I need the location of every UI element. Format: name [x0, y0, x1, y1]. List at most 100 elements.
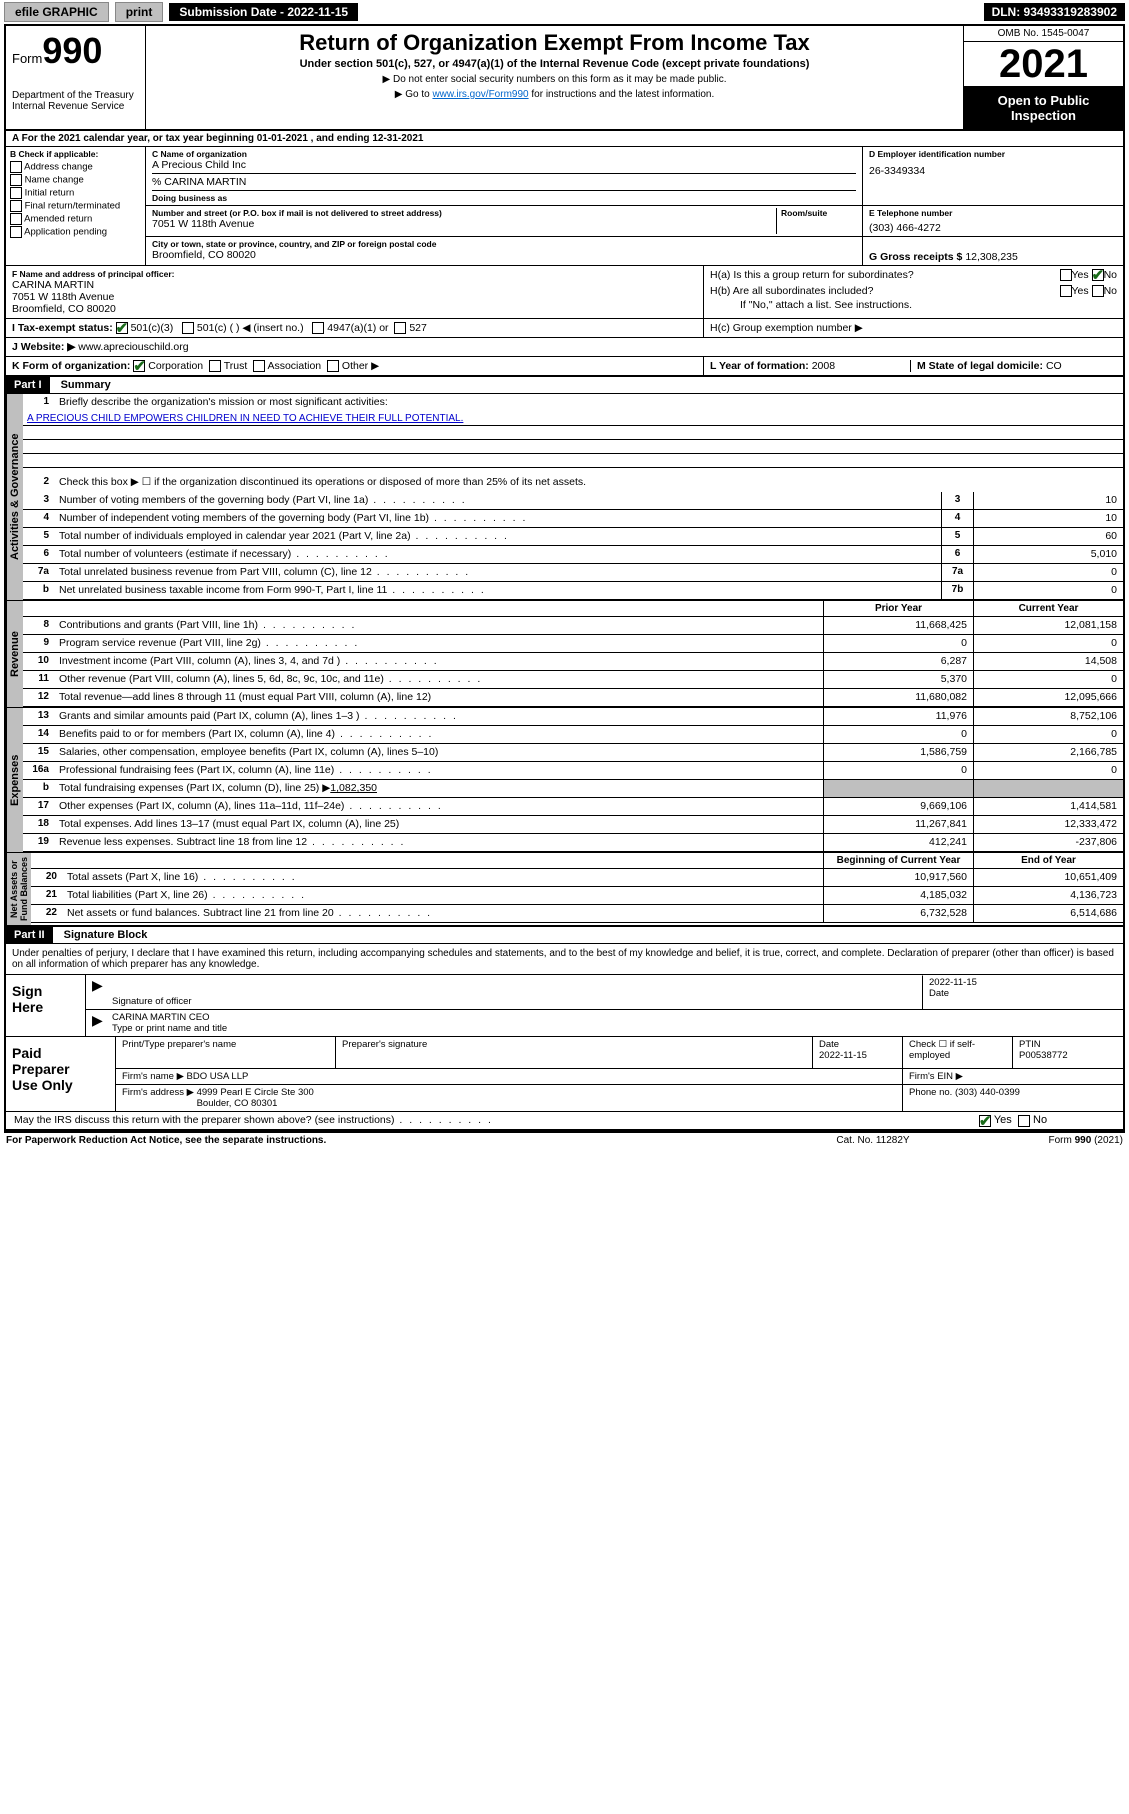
efile-button[interactable]: efile GRAPHIC — [4, 2, 109, 22]
lbl-final-return: Final return/terminated — [25, 201, 121, 212]
ptin-label: PTIN — [1019, 1039, 1041, 1050]
arrow-icon-2: ▶ — [92, 1012, 103, 1028]
c17: 1,414,581 — [973, 798, 1123, 815]
firm-addr: 4999 Pearl E Circle Ste 300 Boulder, CO … — [197, 1087, 314, 1109]
care-of: % CARINA MARTIN — [152, 173, 856, 188]
p8: 11,668,425 — [823, 617, 973, 634]
opt-assoc: Association — [267, 360, 321, 372]
tab-governance: Activities & Governance — [6, 394, 23, 600]
c9: 0 — [973, 635, 1123, 652]
line16b-label: Total fundraising expenses (Part IX, col… — [59, 782, 330, 794]
form-number: 990 — [42, 30, 102, 71]
mission-text: A PRECIOUS CHILD EMPOWERS CHILDREN IN NE… — [23, 412, 1123, 426]
firm-phone: (303) 440-0399 — [955, 1087, 1020, 1098]
row-a-tax-year: A For the 2021 calendar year, or tax yea… — [6, 131, 1123, 147]
paperwork-notice: For Paperwork Reduction Act Notice, see … — [6, 1135, 773, 1146]
line4: Number of independent voting members of … — [55, 510, 941, 527]
line22: Net assets or fund balances. Subtract li… — [63, 905, 823, 922]
lbl-amended: Amended return — [24, 214, 92, 225]
ha-no: No — [1104, 269, 1117, 281]
ha-yes: Yes — [1072, 269, 1089, 281]
line14: Benefits paid to or for members (Part IX… — [55, 726, 823, 743]
hb-no: No — [1104, 285, 1117, 297]
sig-date-label: Date — [929, 988, 949, 999]
chk-527[interactable] — [394, 322, 406, 334]
line21: Total liabilities (Part X, line 26) — [63, 887, 823, 904]
chk-hb-no[interactable] — [1092, 285, 1104, 297]
chk-address-change[interactable] — [10, 161, 22, 173]
line3: Number of voting members of the governin… — [55, 492, 941, 509]
street-value: 7051 W 118th Avenue — [152, 218, 776, 230]
line5: Total number of individuals employed in … — [55, 528, 941, 545]
chk-initial-return[interactable] — [10, 187, 22, 199]
lbl-initial-return: Initial return — [25, 188, 75, 199]
discuss-yes: Yes — [994, 1114, 1012, 1126]
print-button[interactable]: print — [115, 2, 164, 22]
city-label: City or town, state or province, country… — [152, 239, 856, 249]
discuss-no: No — [1033, 1114, 1047, 1126]
line6: Total number of volunteers (estimate if … — [55, 546, 941, 563]
line15: Salaries, other compensation, employee b… — [55, 744, 823, 761]
instructions-link-row: ▶ Go to www.irs.gov/Form990 for instruct… — [156, 89, 953, 100]
city-value: Broomfield, CO 80020 — [152, 249, 856, 261]
val3: 10 — [973, 492, 1123, 509]
c16a: 0 — [973, 762, 1123, 779]
chk-4947[interactable] — [312, 322, 324, 334]
part1-header: Part I — [6, 377, 50, 393]
irs-link[interactable]: www.irs.gov/Form990 — [432, 89, 528, 100]
c20: 10,651,409 — [973, 869, 1123, 886]
line11: Other revenue (Part VIII, column (A), li… — [55, 671, 823, 688]
open-inspection: Open to Public Inspection — [964, 87, 1123, 129]
p11: 5,370 — [823, 671, 973, 688]
opt-527: 527 — [409, 322, 427, 334]
chk-app-pending[interactable] — [10, 226, 22, 238]
hc-label: H(c) Group exemption number ▶ — [703, 319, 1123, 337]
prep-date-value: 2022-11-15 — [819, 1050, 896, 1061]
officer-name-title: CARINA MARTIN CEO — [112, 1012, 1117, 1023]
end-year-hdr: End of Year — [973, 853, 1123, 868]
ein-label: D Employer identification number — [869, 149, 1117, 159]
year-formation: 2008 — [812, 360, 835, 372]
form-990: Form990 Department of the Treasury Inter… — [4, 24, 1125, 1133]
omb-number: OMB No. 1545-0047 — [964, 26, 1123, 42]
officer-label: F Name and address of principal officer: — [12, 269, 697, 279]
chk-trust[interactable] — [209, 360, 221, 372]
chk-other[interactable] — [327, 360, 339, 372]
part1-title: Summary — [53, 377, 119, 393]
chk-discuss-no[interactable] — [1018, 1115, 1030, 1127]
chk-final-return[interactable] — [10, 200, 22, 212]
goto-prefix: ▶ Go to — [395, 89, 433, 100]
chk-assoc[interactable] — [253, 360, 265, 372]
sign-here-label: Sign Here — [6, 975, 86, 1036]
p15: 1,586,759 — [823, 744, 973, 761]
officer-addr1: 7051 W 118th Avenue — [12, 291, 697, 303]
chk-ha-no[interactable] — [1092, 269, 1104, 281]
chk-discuss-yes[interactable] — [979, 1115, 991, 1127]
p17: 9,669,106 — [823, 798, 973, 815]
chk-hb-yes[interactable] — [1060, 285, 1072, 297]
submission-date: Submission Date - 2022-11-15 — [169, 3, 358, 21]
chk-501c3[interactable] — [116, 322, 128, 334]
part2-header: Part II — [6, 927, 53, 943]
domicile-label: M State of legal domicile: — [917, 360, 1043, 372]
hb-note: If "No," attach a list. See instructions… — [710, 299, 1117, 311]
website-link[interactable]: www.apreciouschild.org — [78, 341, 188, 353]
p9: 0 — [823, 635, 973, 652]
chk-name-change[interactable] — [10, 174, 22, 186]
p13: 11,976 — [823, 708, 973, 725]
chk-501c[interactable] — [182, 322, 194, 334]
sig-date-value: 2022-11-15 — [929, 977, 1117, 988]
chk-amended[interactable] — [10, 213, 22, 225]
firm-phone-label: Phone no. — [909, 1087, 952, 1098]
c22: 6,514,686 — [973, 905, 1123, 922]
p20: 10,917,560 — [823, 869, 973, 886]
line16a: Professional fundraising fees (Part IX, … — [55, 762, 823, 779]
lbl-app-pending: Application pending — [24, 227, 107, 238]
prior-year-hdr: Prior Year — [823, 601, 973, 616]
chk-ha-yes[interactable] — [1060, 269, 1072, 281]
gross-receipts-label: G Gross receipts $ — [869, 251, 962, 263]
dln: DLN: 93493319283902 — [984, 3, 1125, 21]
p19: 412,241 — [823, 834, 973, 851]
chk-corp[interactable] — [133, 360, 145, 372]
ein-value: 26-3349334 — [869, 165, 1117, 177]
